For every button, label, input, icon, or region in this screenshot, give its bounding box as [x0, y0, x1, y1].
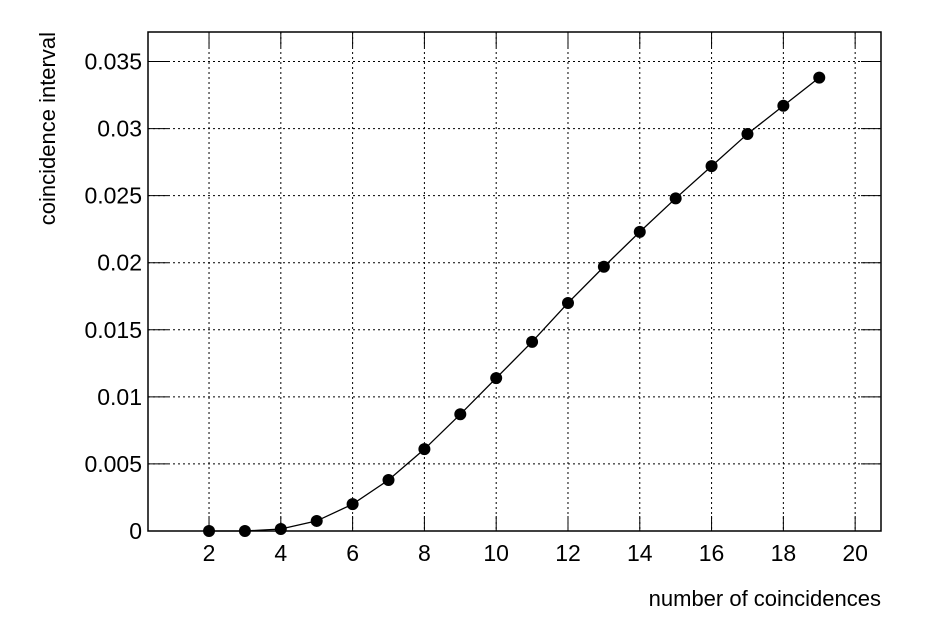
y-tick-label: 0.025 [84, 183, 142, 209]
point [705, 160, 718, 173]
x-tick-label: 18 [771, 540, 797, 566]
y-tick-label: 0.03 [97, 116, 142, 142]
point [418, 443, 431, 456]
point [490, 372, 503, 385]
point [633, 225, 646, 238]
point [669, 192, 682, 205]
x-axis-title: number of coincidences [649, 586, 881, 611]
x-tick-label: 12 [555, 540, 581, 566]
x-tick-label: 10 [483, 540, 509, 566]
y-tick-label: 0.02 [97, 250, 142, 276]
y-tick-label: 0.005 [84, 451, 142, 477]
line [209, 77, 820, 532]
point [238, 525, 251, 537]
point [346, 498, 359, 511]
x-tick-label: 16 [699, 540, 725, 566]
x-tick-label: 4 [274, 540, 287, 566]
y-tick-label: 0 [129, 518, 142, 544]
y-axis-title: coincidence interval [35, 32, 60, 225]
point [813, 71, 826, 84]
x-tick-label: 6 [346, 540, 359, 566]
point [382, 474, 395, 487]
point [597, 260, 610, 273]
x-tick-label: 20 [842, 540, 868, 566]
point [203, 525, 216, 537]
x-tick-label: 8 [418, 540, 431, 566]
point [777, 99, 790, 112]
point [561, 296, 574, 309]
y-tick-label: 0.035 [84, 49, 142, 75]
point [310, 514, 323, 527]
point [526, 335, 539, 348]
point [274, 522, 287, 535]
x-tick-label: 2 [203, 540, 216, 566]
point [741, 127, 754, 140]
y-tick-label: 0.01 [97, 384, 142, 410]
y-tick-label: 0.015 [84, 317, 142, 343]
x-tick-label: 14 [627, 540, 653, 566]
point [454, 408, 467, 421]
plot-frame [147, 31, 882, 532]
